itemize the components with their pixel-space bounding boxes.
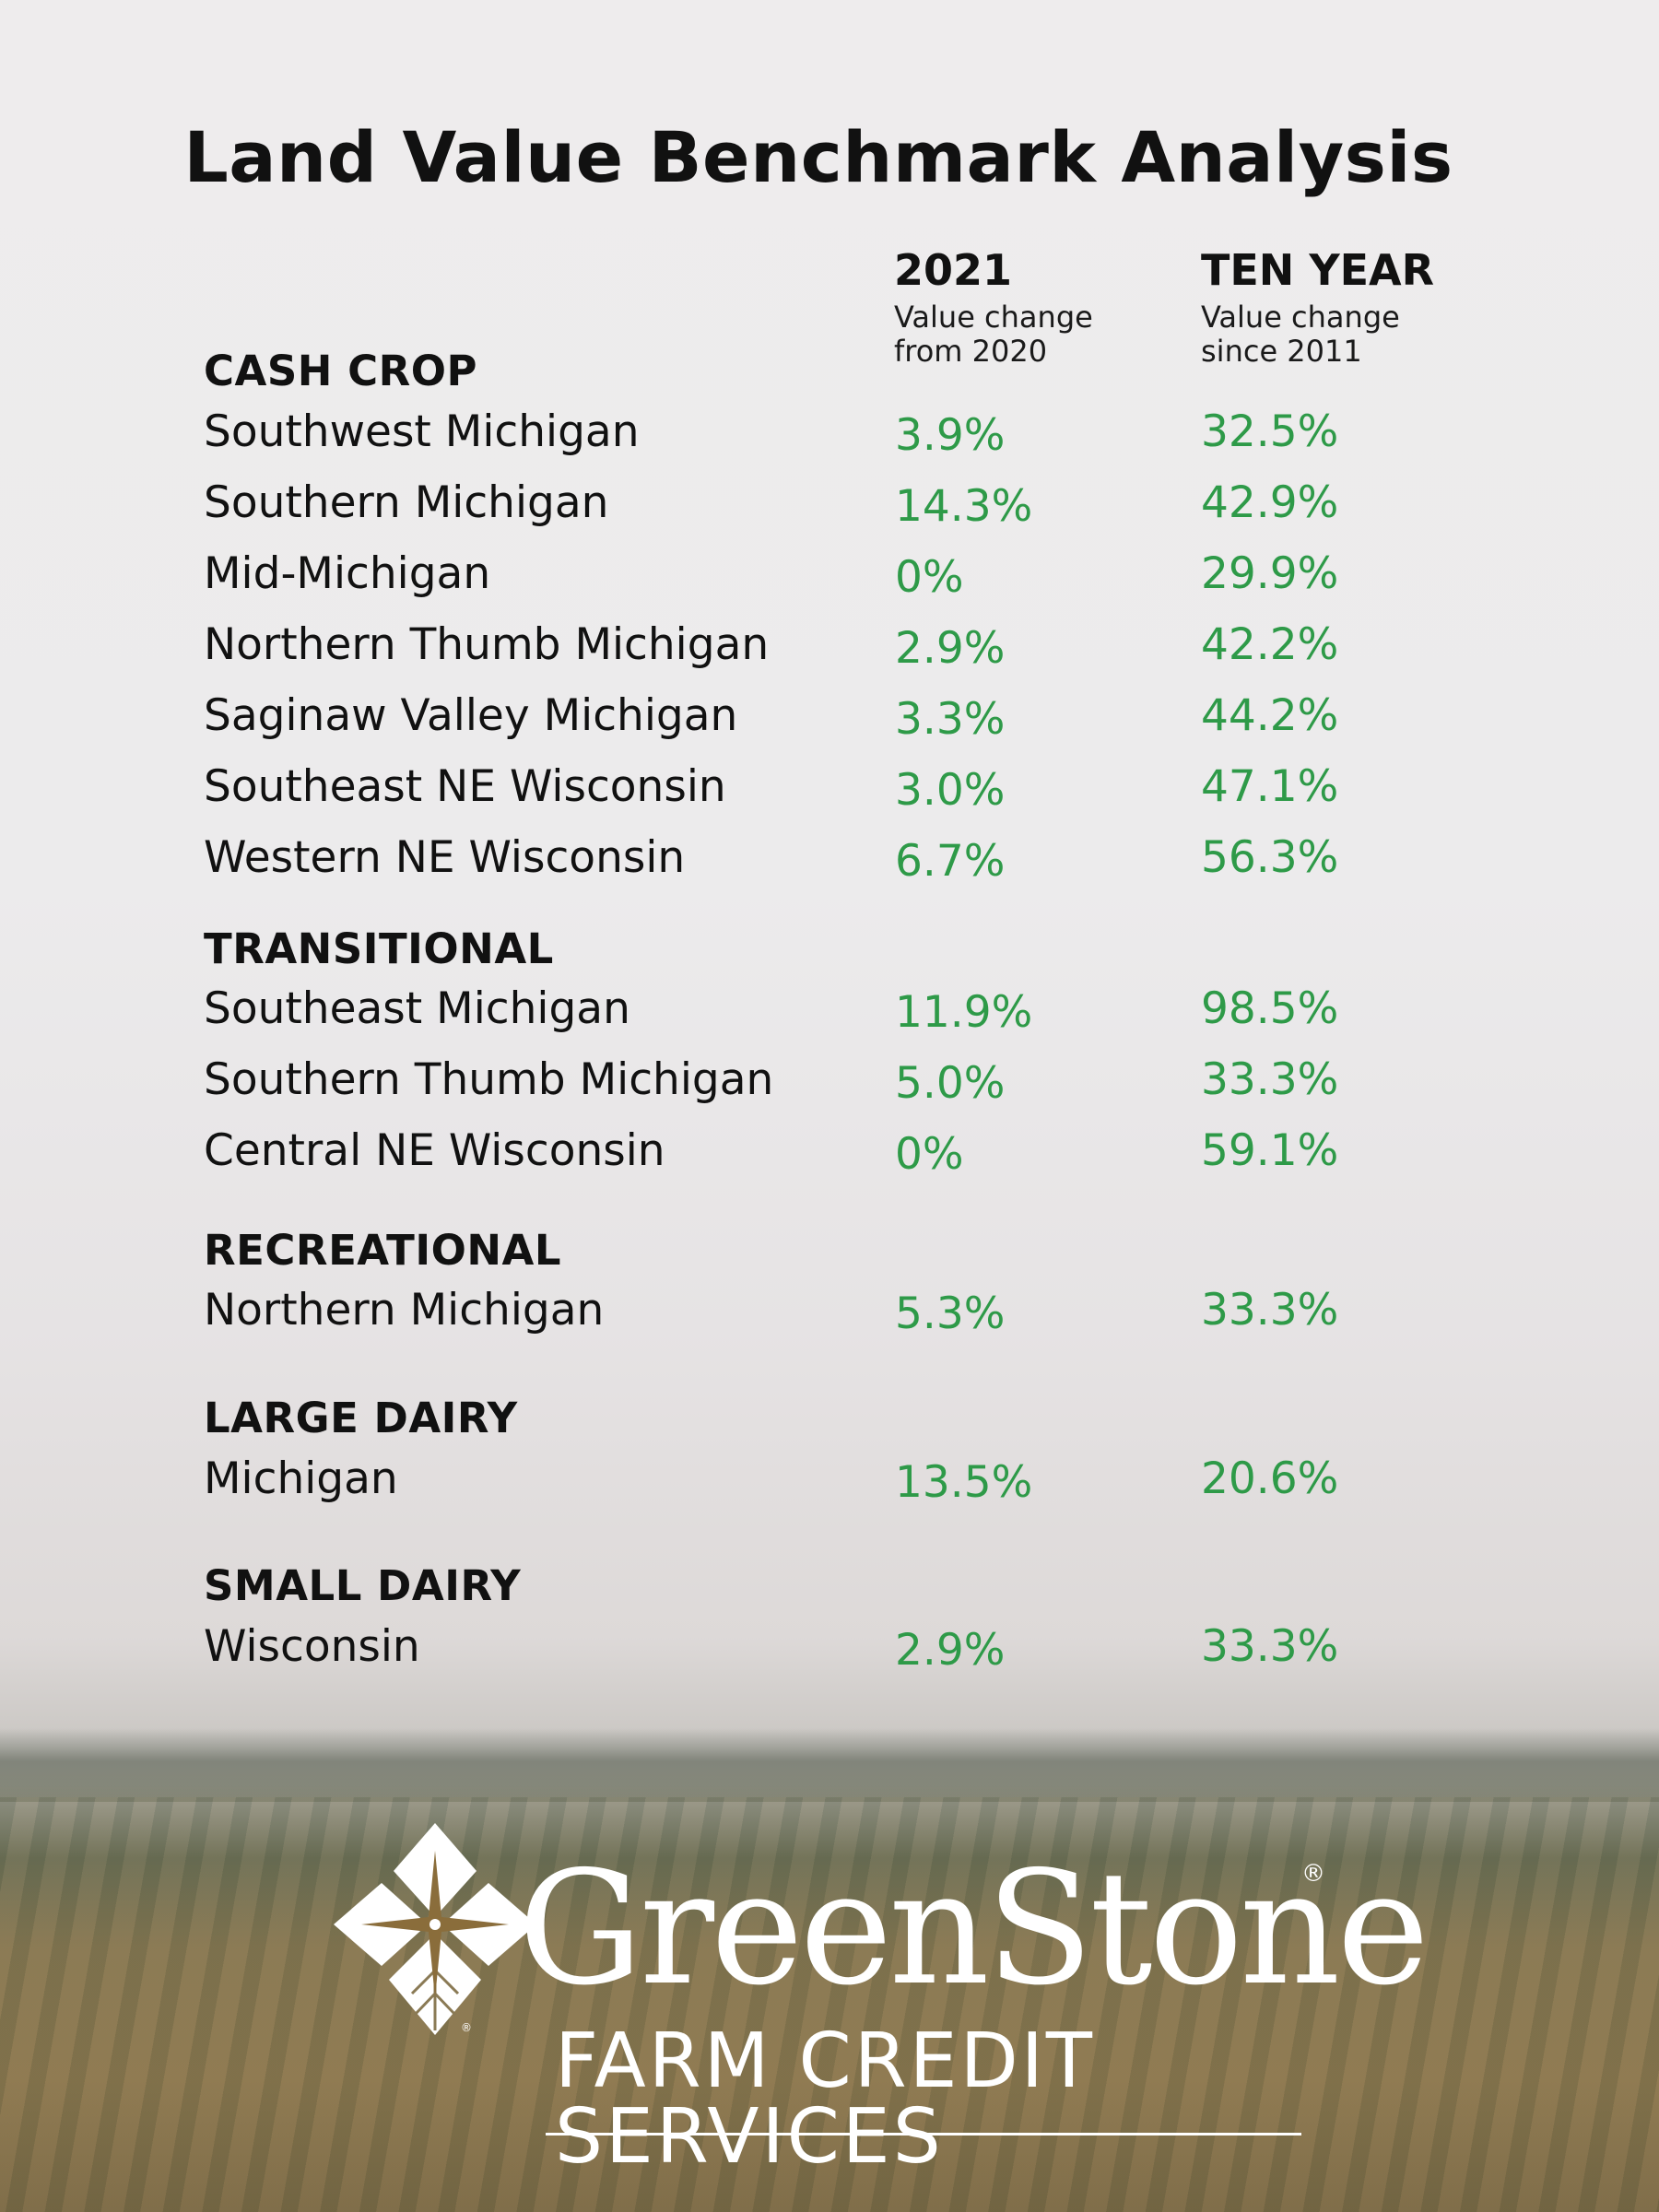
value-2021: 2.9%	[895, 1625, 1006, 1676]
region-label: Southern Thumb Michigan	[204, 1054, 774, 1105]
region-label: Michigan	[204, 1453, 398, 1504]
column-subtitle-line2: from 2020	[894, 333, 1048, 369]
region-label: Northern Michigan	[204, 1285, 605, 1335]
logo-underline	[546, 2133, 1301, 2136]
table-row: Southeast NE Wisconsin 3.0% 47.1%	[0, 761, 1659, 817]
section-heading-recreational: RECREATIONAL	[204, 1226, 561, 1275]
table-row: Northern Michigan 5.3% 33.3%	[0, 1285, 1659, 1340]
table-row: Michigan 13.5% 20.6%	[0, 1453, 1659, 1509]
value-2021: 5.3%	[895, 1288, 1006, 1339]
region-label: Wisconsin	[204, 1621, 420, 1672]
value-2021: 11.9%	[895, 987, 1033, 1038]
column-year: 2021	[894, 245, 1013, 295]
table-row: Southeast Michigan 11.9% 98.5%	[0, 983, 1659, 1039]
value-ten-year: 33.3%	[1201, 1054, 1339, 1105]
value-ten-year: 56.3%	[1201, 832, 1339, 883]
value-ten-year: 33.3%	[1201, 1285, 1339, 1335]
page-title: Land Value Benchmark Analysis	[183, 116, 1453, 198]
value-ten-year: 47.1%	[1201, 761, 1339, 812]
value-2021: 0%	[895, 1129, 964, 1180]
value-ten-year: 42.2%	[1201, 619, 1339, 670]
column-subtitle-line1: Value change	[894, 300, 1093, 335]
table-row: Wisconsin 2.9% 33.3%	[0, 1621, 1659, 1677]
section-heading-transitional: TRANSITIONAL	[204, 924, 554, 973]
table-row: Western NE Wisconsin 6.7% 56.3%	[0, 832, 1659, 888]
value-ten-year: 33.3%	[1201, 1621, 1339, 1672]
region-label: Central NE Wisconsin	[204, 1125, 665, 1176]
greenstone-logo: ® GreenStone ® FARM CREDIT SERVICES	[324, 1814, 1430, 2175]
svg-text:®: ®	[461, 2021, 472, 2034]
table-row: Southern Thumb Michigan 5.0% 33.3%	[0, 1054, 1659, 1110]
region-label: Southeast Michigan	[204, 983, 630, 1034]
value-ten-year: 32.5%	[1201, 406, 1339, 457]
region-label: Southwest Michigan	[204, 406, 640, 457]
background-crop-rows	[0, 1797, 1659, 2212]
table-row: Mid-Michigan 0% 29.9%	[0, 548, 1659, 604]
value-2021: 2.9%	[895, 623, 1006, 674]
table-row: Saginaw Valley Michigan 3.3% 44.2%	[0, 690, 1659, 746]
value-2021: 3.0%	[895, 765, 1006, 816]
value-2021: 6.7%	[895, 836, 1006, 887]
region-label: Northern Thumb Michigan	[204, 619, 770, 670]
leaf-star-logo-icon: ®	[334, 1823, 536, 2035]
region-label: Saginaw Valley Michigan	[204, 690, 738, 741]
column-year: TEN YEAR	[1201, 245, 1435, 295]
value-ten-year: 42.9%	[1201, 477, 1339, 528]
logo-tagline: FARM CREDIT SERVICES	[555, 2018, 1095, 2181]
background-treeline	[0, 1728, 1659, 1802]
table-row: Northern Thumb Michigan 2.9% 42.2%	[0, 619, 1659, 675]
value-2021: 3.9%	[895, 410, 1006, 461]
value-ten-year: 29.9%	[1201, 548, 1339, 599]
value-ten-year: 44.2%	[1201, 690, 1339, 741]
column-subtitle-line2: since 2011	[1201, 333, 1362, 369]
region-label: Southern Michigan	[204, 477, 609, 528]
region-label: Southeast NE Wisconsin	[204, 761, 726, 812]
value-2021: 13.5%	[895, 1457, 1033, 1508]
column-header-2021: 2021 Value change from 2020	[894, 249, 1093, 369]
table-row: Southern Michigan 14.3% 42.9%	[0, 477, 1659, 533]
region-label: Mid-Michigan	[204, 548, 491, 599]
value-ten-year: 98.5%	[1201, 983, 1339, 1034]
column-header-ten-year: TEN YEAR Value change since 2011	[1201, 249, 1434, 369]
value-2021: 5.0%	[895, 1058, 1006, 1109]
registered-mark: ®	[1301, 1860, 1325, 1888]
value-2021: 3.3%	[895, 694, 1006, 745]
section-heading-large-dairy: LARGE DAIRY	[204, 1394, 518, 1442]
logo-wordmark: GreenStone	[518, 1838, 1430, 2020]
table-row: Southwest Michigan 3.9% 32.5%	[0, 406, 1659, 462]
region-label: Western NE Wisconsin	[204, 832, 686, 883]
section-heading-small-dairy: SMALL DAIRY	[204, 1561, 522, 1610]
value-ten-year: 20.6%	[1201, 1453, 1339, 1504]
value-ten-year: 59.1%	[1201, 1125, 1339, 1176]
column-subtitle-line1: Value change	[1201, 300, 1400, 335]
section-heading-cash-crop: CASH CROP	[204, 347, 477, 395]
table-row: Central NE Wisconsin 0% 59.1%	[0, 1125, 1659, 1181]
value-2021: 0%	[895, 552, 964, 603]
value-2021: 14.3%	[895, 481, 1033, 532]
